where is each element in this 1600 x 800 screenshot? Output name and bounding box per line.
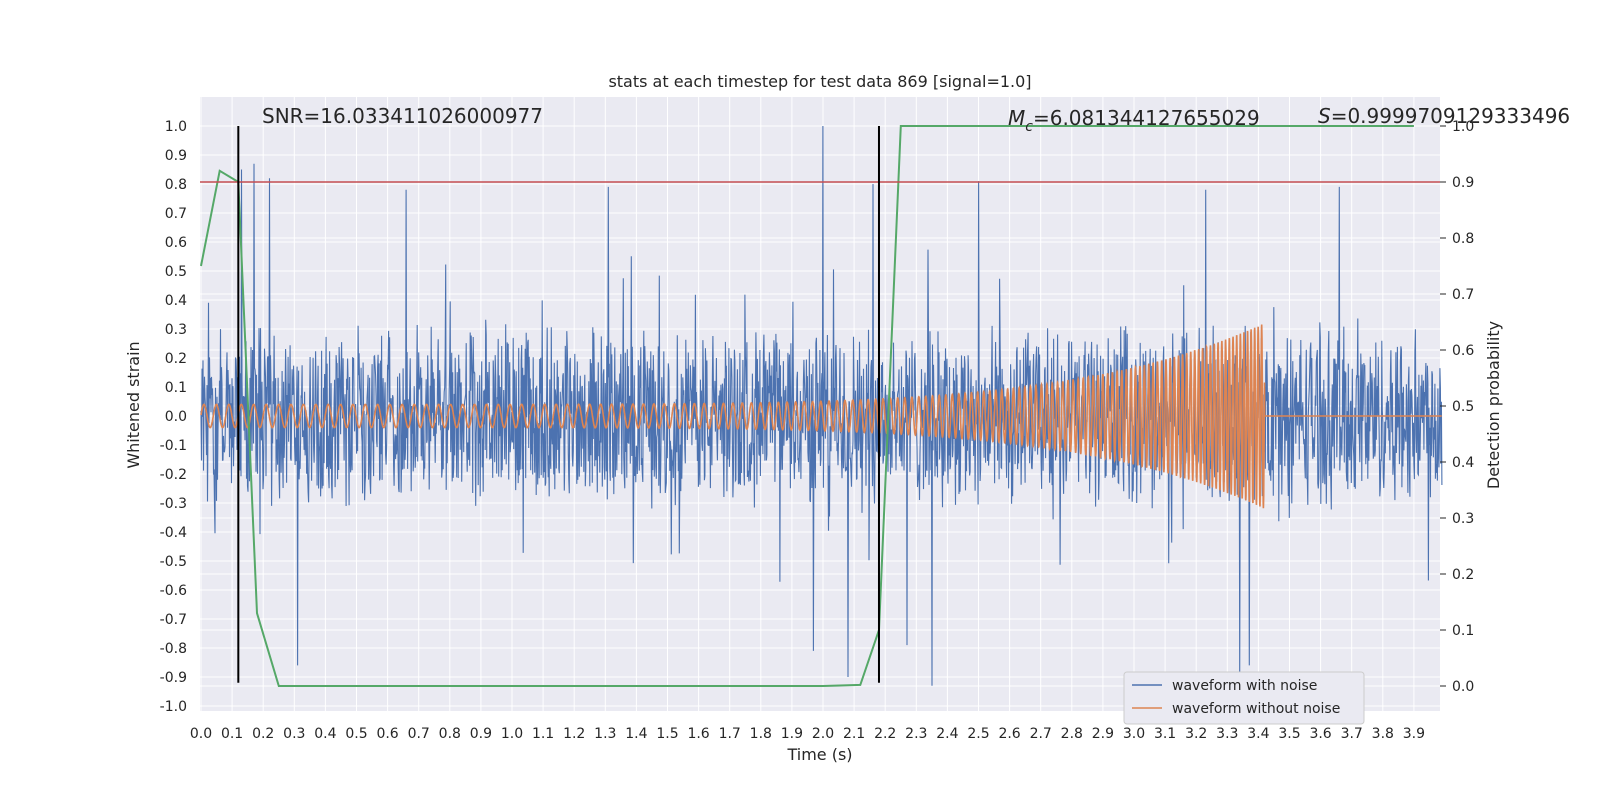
line-waveform-without-noise [200,324,1442,509]
chart-title: stats at each timestep for test data 869… [608,72,1031,91]
x-tick-label: 3.6 [1309,726,1331,742]
y-tick-label: -0.7 [160,612,187,628]
series-waveform-without-noise [200,324,1442,509]
y-tick-label: -0.9 [160,670,187,686]
y2-tick-label: 0.8 [1452,231,1474,247]
x-tick-label: 0.3 [283,726,305,742]
x-tick-label: 2.1 [843,726,865,742]
x-tick-label: 1.8 [750,726,772,742]
y2-tick-label: 0.3 [1452,511,1474,527]
x-tick-label: 0.7 [408,726,430,742]
y-tick-label: 0.8 [165,177,187,193]
x-axis-label: Time (s) [786,745,852,764]
y-axis-left-ticks: 1.0 0.9 0.8 0.7 0.6 0.5 0.4 0.3 0.2 0.1 0.0 -0.1 -0.… [160,119,187,715]
series-detection-probability [200,125,1414,687]
x-tick-label: 0.1 [221,726,243,742]
y-tick-label: 1.0 [165,119,187,135]
x-tick-label: 1.1 [532,726,554,742]
s-annotation: S=0.9999709129333496 [1318,104,1570,128]
x-tick-label: 1.6 [687,726,709,742]
y-tick-label: 0.3 [165,322,187,338]
legend-box [1123,671,1365,725]
x-tick-label: 2.6 [998,726,1020,742]
y2-tick-label: 0.0 [1452,679,1474,695]
y-tick-label: 0.4 [165,293,187,309]
x-tick-label: 0.8 [439,726,461,742]
y-tick-label: 0.1 [165,380,187,396]
legend: waveform with noise waveform without noi… [1123,671,1365,725]
legend-label-noise: waveform with noise [1172,678,1317,694]
y2-tick-label: 0.6 [1452,343,1474,359]
line-waveform-with-noise [200,125,1443,686]
x-tick-label: 2.0 [812,726,834,742]
x-tick-label: 3.9 [1403,726,1425,742]
y2-tick-label: 0.2 [1452,567,1474,583]
y-tick-label: 0.5 [165,264,187,280]
x-tick-label: 2.8 [1061,726,1083,742]
x-tick-label: 0.4 [314,726,336,742]
y-tick-label: -0.5 [160,554,187,570]
x-tick-label: 2.7 [1030,726,1052,742]
x-tick-label: 3.5 [1278,726,1300,742]
x-tick-label: 2.4 [936,726,958,742]
y-tick-label: 0.2 [165,351,187,367]
y-axis-right-ticks: 1.0 0.9 0.8 0.7 0.6 0.5 0.4 0.3 0.2 0.1 0.0 [1440,119,1474,695]
y-tick-label: 0.6 [165,235,187,251]
x-tick-label: 0.5 [345,726,367,742]
x-tick-label: 1.0 [501,726,523,742]
x-tick-label: 3.3 [1216,726,1238,742]
legend-label-clean: waveform without noise [1172,701,1340,717]
y-tick-label: -0.3 [160,496,187,512]
y-tick-label: -0.8 [160,641,187,657]
y2-tick-label: 0.1 [1452,623,1474,639]
x-tick-label: 0.2 [252,726,274,742]
x-tick-label: 0.0 [190,726,212,742]
x-tick-label: 0.9 [470,726,492,742]
y2-tick-label: 1.0 [1452,119,1474,135]
y-tick-label: -1.0 [160,699,187,715]
y-tick-label: 0.9 [165,148,187,164]
y-tick-label: 0.0 [165,409,187,425]
x-tick-label: 3.8 [1372,726,1394,742]
x-tick-label: 3.7 [1341,726,1363,742]
series-waveform-with-noise [200,125,1443,686]
y-tick-label: -0.1 [160,438,187,454]
y-tick-label: -0.6 [160,583,187,599]
x-tick-label: 2.2 [874,726,896,742]
y-axis-label: Whitened strain [124,341,143,468]
x-tick-label: 1.3 [594,726,616,742]
y2-tick-label: 0.7 [1452,287,1474,303]
x-tick-label: 1.5 [656,726,678,742]
x-tick-label: 3.4 [1247,726,1269,742]
x-tick-label: 2.3 [905,726,927,742]
x-tick-label: 0.6 [376,726,398,742]
x-tick-label: 2.9 [1092,726,1114,742]
x-tick-label: 2.5 [967,726,989,742]
line-detection-probability [200,125,1414,687]
x-tick-label: 1.7 [719,726,741,742]
y2-tick-label: 0.5 [1452,399,1474,415]
y2-tick-label: 0.9 [1452,175,1474,191]
x-tick-label: 3.2 [1185,726,1207,742]
markers [200,126,1440,683]
snr-annotation: SNR=16.033411026000977 [262,104,543,128]
mc-annotation: Mc=6.081344127655029 [1008,106,1260,135]
x-tick-label: 3.0 [1123,726,1145,742]
y-tick-label: -0.4 [160,525,187,541]
x-tick-label: 1.9 [781,726,803,742]
y2-axis-label: Detection probability [1484,321,1503,489]
y-tick-label: -0.2 [160,467,187,483]
y-tick-label: 0.7 [165,206,187,222]
x-axis-ticks: 0.0 0.1 0.2 0.3 0.4 0.5 0.6 0.7 0.8 0.9 1.0 1.1 1.2 1… [190,726,1425,742]
x-tick-label: 1.2 [563,726,585,742]
x-tick-label: 1.4 [625,726,647,742]
y2-tick-label: 0.4 [1452,455,1474,471]
x-tick-label: 3.1 [1154,726,1176,742]
